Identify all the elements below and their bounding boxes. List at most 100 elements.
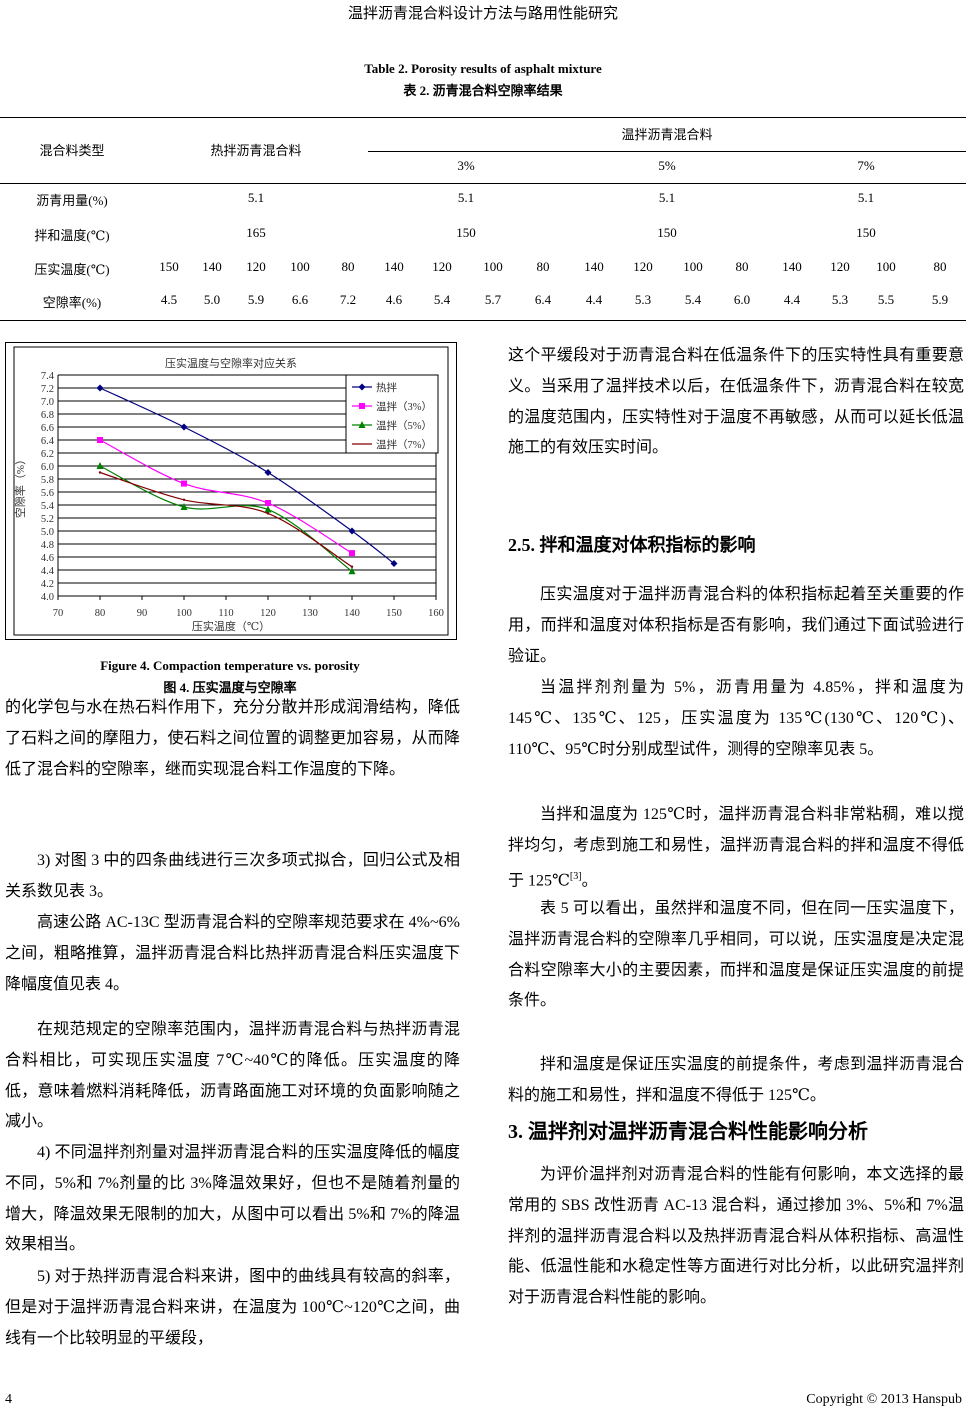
table-cell: 80 bbox=[341, 259, 355, 274]
p3-end: 。 bbox=[581, 871, 598, 889]
header-dose: 5% bbox=[658, 158, 676, 173]
section-heading-2-5: 2.5. 拌和温度对体积指标的影响 bbox=[508, 535, 756, 555]
x-tick-label: 100 bbox=[176, 608, 192, 619]
left-paragraph: 高速公路 AC-13C 型沥青混合料的空隙率规范要求在 4%~6%之间，粗略推算… bbox=[5, 914, 460, 993]
table-cell: 5.9 bbox=[931, 292, 949, 307]
y-tick-label: 6.8 bbox=[41, 410, 54, 421]
table-cell: 150 bbox=[856, 225, 876, 240]
table-cell: 4.4 bbox=[783, 292, 801, 307]
figure-caption-en: Figure 4. Compaction temperature vs. por… bbox=[100, 658, 360, 673]
table-cell: 100 bbox=[290, 259, 310, 274]
row-label: 沥青用量(%) bbox=[36, 193, 108, 208]
table-cell: 5.7 bbox=[484, 292, 502, 307]
citation-link[interactable]: [3] bbox=[569, 870, 582, 882]
right-paragraph: 当温拌剂剂量为 5%，沥青用量为 4.85%，拌和温度为 145℃、135℃、1… bbox=[508, 679, 964, 758]
table-caption-en: Table 2. Porosity results of asphalt mix… bbox=[364, 61, 602, 76]
copyright: Copyright © 2013 Hanspub bbox=[806, 1392, 962, 1407]
table-cell: 5.0 bbox=[203, 292, 221, 307]
data-point bbox=[350, 565, 354, 568]
table-cell: 6.4 bbox=[534, 292, 552, 307]
right-paragraph: 为评价温拌剂对沥青混合料的性能有何影响，本文选择的最常用的 SBS 改性沥青 A… bbox=[508, 1166, 964, 1307]
right-paragraph: 表 5 可以看出，虽然拌和温度不同，但在同一压实温度下，温拌沥青混合料的空隙率几… bbox=[508, 900, 964, 1010]
square-marker bbox=[359, 403, 365, 409]
diamond-marker bbox=[96, 384, 104, 392]
table-cell: 100 bbox=[876, 259, 896, 274]
y-tick-label: 7.4 bbox=[41, 371, 55, 382]
table-cell: 6.0 bbox=[733, 292, 751, 307]
triangle-marker bbox=[358, 421, 366, 428]
table-caption-zh: 表 2. 沥青混合料空隙率结果 bbox=[403, 83, 563, 98]
diamond-marker bbox=[358, 383, 366, 391]
diamond-marker bbox=[390, 560, 398, 567]
table-cell: 4.4 bbox=[585, 292, 603, 307]
y-axis-label: 空隙率（%） bbox=[13, 454, 27, 518]
table-cell: 150 bbox=[456, 225, 476, 240]
y-tick-label: 7.2 bbox=[41, 384, 54, 395]
table-cell: 140 bbox=[584, 259, 604, 274]
chart-title: 压实温度与空隙率对应关系 bbox=[165, 356, 297, 370]
table-cell: 6.6 bbox=[291, 292, 309, 307]
header-dose: 3% bbox=[457, 158, 475, 173]
data-point bbox=[98, 471, 102, 474]
table-cell: 80 bbox=[536, 259, 550, 274]
running-head: 温拌沥青混合料设计方法与路用性能研究 bbox=[347, 6, 618, 22]
y-tick-label: 5.2 bbox=[41, 514, 54, 525]
header-hot: 热拌沥青混合料 bbox=[210, 143, 302, 158]
table-cell: 5.4 bbox=[433, 292, 451, 307]
x-tick-label: 120 bbox=[260, 608, 276, 619]
page-number: 4 bbox=[5, 1392, 12, 1407]
table-cell: 120 bbox=[830, 259, 850, 274]
row-label: 拌和温度(℃) bbox=[34, 228, 110, 243]
y-tick-label: 4.4 bbox=[41, 566, 55, 577]
right-paragraph: 压实温度对于温拌沥青混合料的体积指标起着至关重要的作用，而拌和温度对体积指标是否… bbox=[508, 586, 964, 665]
left-paragraph: 在规范规定的空隙率范围内，温拌沥青混合料与热拌沥青混合料相比，可实现压实温度 7… bbox=[5, 1021, 460, 1131]
series-line bbox=[99, 471, 353, 568]
table-cell: 4.5 bbox=[160, 292, 178, 307]
table-cell: 7.2 bbox=[339, 292, 357, 307]
y-tick-label: 6.2 bbox=[41, 449, 54, 460]
table-cell: 100 bbox=[683, 259, 703, 274]
data-point bbox=[182, 498, 186, 501]
table-cell: 120 bbox=[633, 259, 653, 274]
table-cell: 120 bbox=[246, 259, 266, 274]
row-label: 空隙率(%) bbox=[42, 295, 102, 310]
y-tick-label: 6.0 bbox=[41, 462, 54, 473]
x-tick-label: 80 bbox=[95, 608, 106, 619]
x-tick-label: 70 bbox=[53, 608, 64, 619]
table-cell: 5.1 bbox=[457, 190, 475, 205]
table-cell: 5.4 bbox=[684, 292, 702, 307]
table-cell: 140 bbox=[202, 259, 222, 274]
table-cell: 80 bbox=[735, 259, 749, 274]
diamond-marker bbox=[180, 423, 188, 431]
chart-svg: 压实温度与空隙率对应关系 4.0 4.2 4.4 4.6 4.8 5.0 5.2 5.4 5.6 5… bbox=[13, 346, 449, 636]
square-marker bbox=[181, 480, 187, 487]
y-tick-label: 4.2 bbox=[41, 579, 54, 590]
square-marker bbox=[265, 500, 271, 507]
y-tick-label: 5.6 bbox=[41, 488, 54, 499]
y-tick-label: 4.8 bbox=[41, 540, 54, 551]
row-label: 压实温度(℃) bbox=[34, 262, 110, 277]
triangle-marker bbox=[264, 505, 272, 513]
triangle-marker bbox=[180, 502, 188, 510]
x-tick-label: 90 bbox=[137, 608, 148, 619]
figure-caption-zh: 图 4. 压实温度与空隙率 bbox=[163, 680, 297, 695]
left-paragraph: 5) 对于热拌沥青混合料来讲，图中的曲线具有较高的斜率，但是对于温拌沥青混合料来… bbox=[5, 1268, 460, 1347]
figure-4-chart: 压实温度与空隙率对应关系 4.0 4.2 4.4 4.6 4.8 5.0 5.2 5.4 5.6 5… bbox=[5, 342, 457, 640]
y-tick-label: 6.4 bbox=[41, 436, 55, 447]
table-cell: 5.1 bbox=[857, 190, 875, 205]
table-cell: 165 bbox=[246, 225, 266, 240]
legend-label: 热拌 bbox=[376, 381, 397, 394]
diamond-marker bbox=[264, 469, 272, 476]
y-tick-label: 5.4 bbox=[41, 501, 55, 512]
x-tick-label: 110 bbox=[218, 608, 233, 619]
header-warm: 温拌沥青混合料 bbox=[621, 127, 713, 142]
right-paragraph: 拌和温度是保证压实温度的前提条件，考虑到温拌沥青混合料的施工和易性，拌和温度不得… bbox=[508, 1056, 964, 1104]
legend-label: 温拌（3%） bbox=[376, 400, 432, 413]
table-cell: 100 bbox=[483, 259, 503, 274]
right-paragraph: 这个平缓段对于沥青混合料在低温条件下的压实特性具有重要意义。当采用了温拌技术以后… bbox=[508, 347, 964, 457]
section-heading-3: 3. 温拌剂对温拌沥青混合料性能影响分析 bbox=[508, 1121, 868, 1143]
square-marker bbox=[349, 550, 355, 557]
y-tick-label: 5.0 bbox=[41, 527, 54, 538]
left-paragraph: 3) 对图 3 中的四条曲线进行三次多项式拟合，回归公式及相关系数见表 3。 bbox=[5, 852, 460, 900]
